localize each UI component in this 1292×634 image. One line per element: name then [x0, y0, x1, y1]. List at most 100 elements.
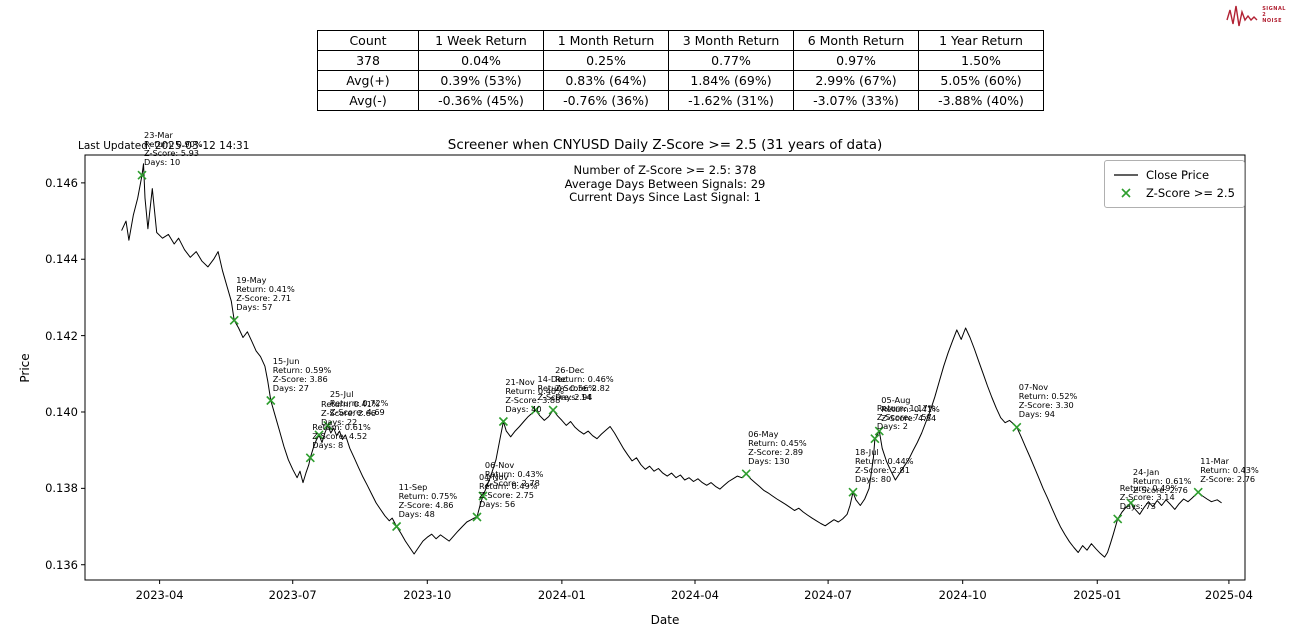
z-score-marker [314, 430, 324, 440]
close-price-line-swatch [1114, 174, 1138, 176]
y-tick-label: 0.138 [45, 481, 78, 496]
z-score-marker [498, 416, 508, 427]
summary-cell: 2.99% (67%) [793, 70, 919, 91]
x-tick-label: 2025-04 [1204, 588, 1253, 602]
x-axis-label: Date [650, 613, 680, 627]
stats-line-avg-days: Average Days Between Signals: 29 [564, 176, 766, 191]
summary-cell: 5.05% (60%) [918, 70, 1044, 91]
brand-word-1: SIGNAL [1262, 6, 1286, 12]
stats-line-count: Number of Z-Score >= 2.5: 378 [573, 163, 757, 177]
z-score-marker [305, 453, 315, 463]
summary-col-header: 1 Week Return [418, 30, 544, 51]
z-score-marker [741, 469, 751, 479]
zscore-x-swatch [1121, 188, 1131, 198]
z-score-marker [1012, 422, 1022, 432]
x-tick-label: 2024-07 [804, 588, 853, 602]
chart-title: Screener when CNYUSD Daily Z-Score >= 2.… [447, 137, 883, 153]
z-score-marker [848, 487, 858, 497]
summary-table: Count 1 Week Return 1 Month Return 3 Month … [317, 30, 1044, 111]
z-score-marker [229, 315, 239, 325]
y-axis-label: Price [18, 353, 32, 383]
signal-annotation: 18-Jul Return: 0.44% Z-Score: 2.81 Days: 80 [854, 447, 914, 485]
summary-cell: 0.39% (53%) [418, 70, 544, 91]
summary-cell: -0.36% (45%) [418, 90, 544, 111]
x-tick-label: 2023-04 [135, 588, 184, 602]
signal-annotation: 06-Nov Return: 0.43% Z-Score: 2.78 [484, 459, 544, 488]
z-score-marker [874, 426, 884, 436]
z-score-marker [548, 405, 558, 415]
summary-cell: 0.25% [543, 50, 669, 71]
x-tick-label: 2025-01 [1073, 588, 1122, 602]
summary-cell: 0.83% (64%) [543, 70, 669, 91]
signal-annotation: 04-Nov Return: 0.49% Z-Score: 2.75 Days: 56 [479, 471, 538, 509]
legend-item-close-price: Close Price [1113, 166, 1236, 184]
brand-word-2: 2 [1262, 12, 1267, 18]
summary-cell: Avg(+) [317, 70, 419, 91]
summary-row: Avg(-) -0.36% (45%) -0.76% (36%) -1.62% (31… [317, 90, 1044, 111]
signal-annotation: 15-Jun Return: 0.59% Z-Score: 3.86 Days: 27 [272, 355, 332, 393]
summary-cell: 1.50% [918, 50, 1044, 71]
y-tick-label: 0.144 [45, 252, 78, 267]
signal-annotation: 25-Jul Return: 0.72% Z-Score: 4.69 [329, 389, 389, 418]
signal-annotation: 11-Mar Return: 0.43% Z-Score: 2.76 [1200, 456, 1259, 485]
signal-annotation: 14-Dec Return: 0.56% Z-Score: 2.94 [537, 374, 597, 403]
summary-cell: -0.76% (36%) [543, 90, 669, 111]
signal-annotation: 26-Dec Return: 0.46% Z-Score: 2.82 Days: 14 [555, 365, 614, 403]
legend: Close Price Z-Score >= 2.5 [1104, 160, 1245, 208]
signal-annotation: 06-May Return: 0.45% Z-Score: 2.89 Days: 13… [748, 428, 807, 466]
y-tick-label: 0.146 [45, 175, 78, 190]
signal-annotation: 05-Aug Return: 0.41% Z-Score: 4.84 [881, 395, 940, 424]
plot-frame [84, 154, 1246, 581]
summary-row: 378 0.04% 0.25% 0.77% 0.97% 1.50% [317, 50, 1044, 71]
z-score-marker [530, 405, 541, 415]
signal-annotation: 19-May Return: 0.41% Z-Score: 2.71 Days: 57 [236, 275, 295, 313]
x-tick-label: 2023-10 [403, 588, 452, 602]
brand-logo-text: SIGNAL 2 NOISE [1262, 6, 1286, 24]
x-tick-label: 2024-04 [670, 588, 720, 602]
summary-col-header: Count [317, 30, 419, 51]
summary-col-header: 1 Year Return [918, 30, 1044, 51]
summary-cell: Avg(-) [317, 90, 419, 111]
summary-cell: 378 [317, 50, 419, 71]
z-score-marker [323, 420, 333, 430]
summary-col-header: 1 Month Return [543, 30, 669, 51]
summary-cell: -1.62% (31%) [668, 90, 794, 111]
summary-cell: -3.07% (33%) [793, 90, 919, 111]
signal-annotation: 07-Nov Return: 0.52% Z-Score: 3.30 Days: 94 [1018, 382, 1078, 420]
x-tick-label: 2023-07 [268, 588, 317, 602]
signal-annotation: Return: 0.49% Z-Score: 3.14 Days: 73 [1119, 482, 1179, 511]
z-score-marker [478, 491, 488, 501]
z-score-marker [1126, 498, 1136, 508]
signal-annotation: Return: 0.61% Z-Score: 4.52 Days: 8 [312, 421, 371, 450]
y-tick-label: 0.140 [45, 404, 78, 419]
y-tick-label: 0.136 [45, 557, 78, 572]
stats-line-current-days: Current Days Since Last Signal: 1 [569, 190, 761, 204]
z-score-marker [1113, 514, 1123, 524]
summary-row: Avg(+) 0.39% (53%) 0.83% (64%) 1.84% (69%) 2… [317, 70, 1044, 91]
brand-logo: SIGNAL 2 NOISE [1226, 2, 1286, 28]
summary-cell: 0.77% [668, 50, 794, 71]
z-score-marker [266, 395, 276, 406]
summary-cell: 0.04% [418, 50, 544, 71]
waveform-icon [1226, 5, 1258, 27]
brand-word-3: NOISE [1262, 18, 1282, 24]
x-tick-label: 2024-01 [537, 588, 586, 602]
z-score-marker [392, 521, 402, 532]
z-score-marker [1193, 487, 1203, 497]
signal-annotation: 21-Nov Return: 0.40% Z-Score: 3.88 Days: 40 [505, 376, 564, 414]
summary-cell: 1.84% (69%) [668, 70, 794, 91]
signal-annotation: Return: 0.41% Z-Score: 2.66 Days: 22 [321, 398, 380, 427]
summary-cell: -3.88% (40%) [918, 90, 1044, 111]
x-tick-label: 2024-10 [938, 588, 987, 602]
z-score-marker [472, 512, 482, 522]
signal-annotation: 11-Sep Return: 0.75% Z-Score: 4.86 Days: 48 [398, 481, 458, 519]
signal-annotation: Return: 1.17% Z-Score: 7.57 Days: 2 [876, 402, 936, 431]
stats-annotation: Number of Z-Score >= 2.5: 378 Average Da… [85, 163, 1245, 205]
close-price-line [121, 163, 1222, 558]
summary-cell: 0.97% [793, 50, 919, 71]
legend-label-zscore: Z-Score >= 2.5 [1146, 186, 1235, 200]
y-tick-label: 0.142 [45, 328, 78, 343]
last-updated-label: Last Updated: 2025-03-12 14:31 [78, 140, 250, 152]
summary-col-header: 6 Month Return [793, 30, 919, 51]
